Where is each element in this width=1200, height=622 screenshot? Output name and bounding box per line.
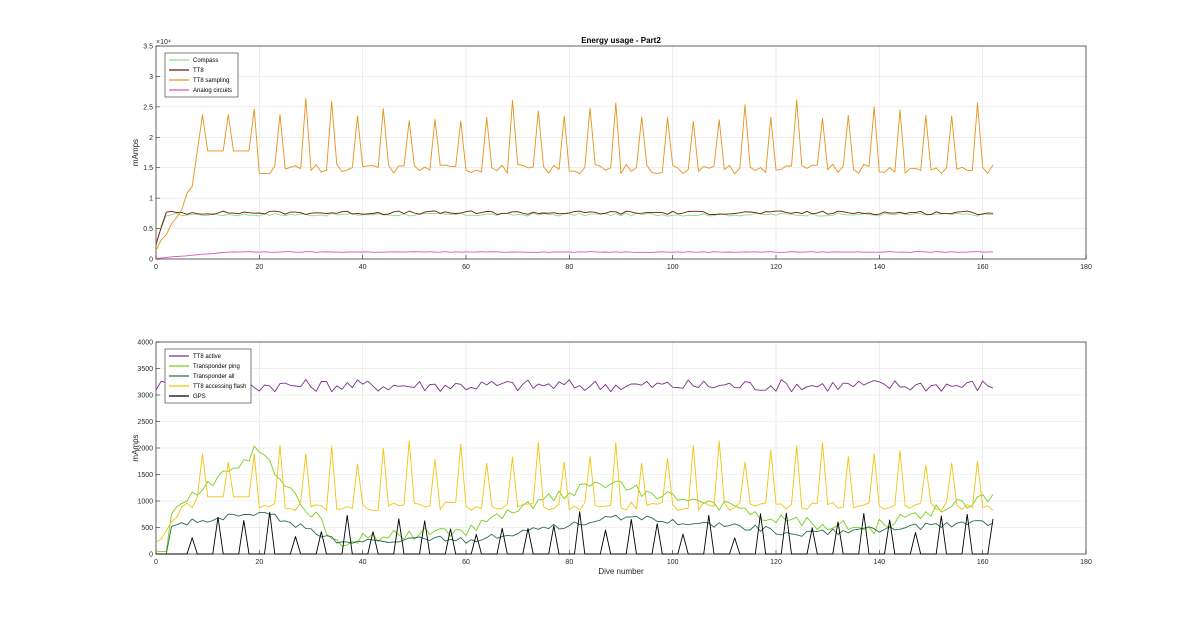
y-tick-label: 2 <box>149 135 153 142</box>
y-tick-label: 3.5 <box>143 44 153 51</box>
y-tick-label: 1.5 <box>143 165 153 172</box>
legend-entry: TT8 sampling <box>193 78 229 84</box>
legend-entry: TT8 <box>193 68 204 74</box>
y-tick-label: 500 <box>141 525 153 532</box>
series-line-transponder-ping <box>156 445 994 552</box>
y-tick-label: 2000 <box>137 446 153 453</box>
y-tick-label: 1 <box>149 196 153 203</box>
x-tick-label: 160 <box>977 559 989 566</box>
x-tick-label: 40 <box>359 559 367 566</box>
y-axis-label: mAmps <box>131 434 140 461</box>
legend: Compass TT8 TT8 sampling Analog circuits <box>164 52 239 98</box>
legend-entry: Compass <box>193 58 218 64</box>
series-line-gps <box>156 511 994 555</box>
y-tick-label: 3000 <box>137 393 153 400</box>
x-tick-label: 80 <box>565 264 573 271</box>
series-line-tt8 <box>155 210 994 245</box>
x-tick-label: 140 <box>873 264 885 271</box>
x-tick-label: 20 <box>255 559 263 566</box>
x-tick-label: 40 <box>359 264 367 271</box>
x-tick-label: 60 <box>462 264 470 271</box>
y-axis-label: mAmps <box>131 139 140 166</box>
y-tick-label: 0.5 <box>143 226 153 233</box>
x-tick-label: 80 <box>565 559 573 566</box>
x-tick-label: 120 <box>770 264 782 271</box>
y-exponent-label: ×10⁴ <box>156 39 171 46</box>
x-tick-label: 0 <box>154 264 158 271</box>
legend-entry: GPS <box>193 394 206 400</box>
y-tick-label: 3500 <box>137 366 153 373</box>
y-tick-label: 0 <box>149 552 153 559</box>
y-tick-label: 1500 <box>137 472 153 479</box>
legend: TT8 active Transponder ping Transponder al… <box>164 348 252 404</box>
series-line-tt8-active <box>155 379 994 393</box>
x-tick-label: 160 <box>977 264 989 271</box>
legend-entry: Analog circuits <box>193 88 232 94</box>
legend-entry: Transponder all <box>193 374 234 380</box>
x-tick-label: 100 <box>667 559 679 566</box>
series-line-transponder-all <box>156 511 994 555</box>
x-tick-label: 140 <box>873 559 885 566</box>
y-tick-label: 1000 <box>137 499 153 506</box>
x-tick-label: 180 <box>1080 264 1092 271</box>
y-tick-label: 2.5 <box>143 104 153 111</box>
x-tick-label: 20 <box>255 264 263 271</box>
x-tick-label: 60 <box>462 559 470 566</box>
x-tick-label: 120 <box>770 559 782 566</box>
y-tick-label: 4000 <box>137 340 153 347</box>
x-axis-label: Dive number <box>598 567 644 576</box>
x-tick-label: 180 <box>1080 559 1092 566</box>
y-tick-label: 2500 <box>137 419 153 426</box>
chart-title: Energy usage - Part2 <box>581 36 661 45</box>
series-line-tt8-sampling <box>155 97 994 251</box>
axes-frame <box>155 45 1087 260</box>
series-line-compass <box>155 212 994 244</box>
series-line-analog-circuits <box>155 251 994 259</box>
legend-entry: Transponder ping <box>193 364 240 370</box>
legend-entry: TT8 active <box>193 354 222 360</box>
chart-panel-2: 0 20 40 60 80 100 120 140 160 180 0 500 1000 1500 2000… <box>131 340 1092 577</box>
x-tick-label: 0 <box>154 559 158 566</box>
y-tick-label: 0 <box>149 257 153 264</box>
x-tick-label: 100 <box>667 264 679 271</box>
y-tick-label: 3 <box>149 74 153 81</box>
chart-panel-1: 0 20 40 60 80 100 120 140 160 180 0 0.5 1 1.5 2 2.5 3 3.5… <box>131 36 1092 271</box>
legend-entry: TT8 accessing flash <box>193 384 246 390</box>
series-line-tt8-accessing-flash <box>155 440 994 543</box>
